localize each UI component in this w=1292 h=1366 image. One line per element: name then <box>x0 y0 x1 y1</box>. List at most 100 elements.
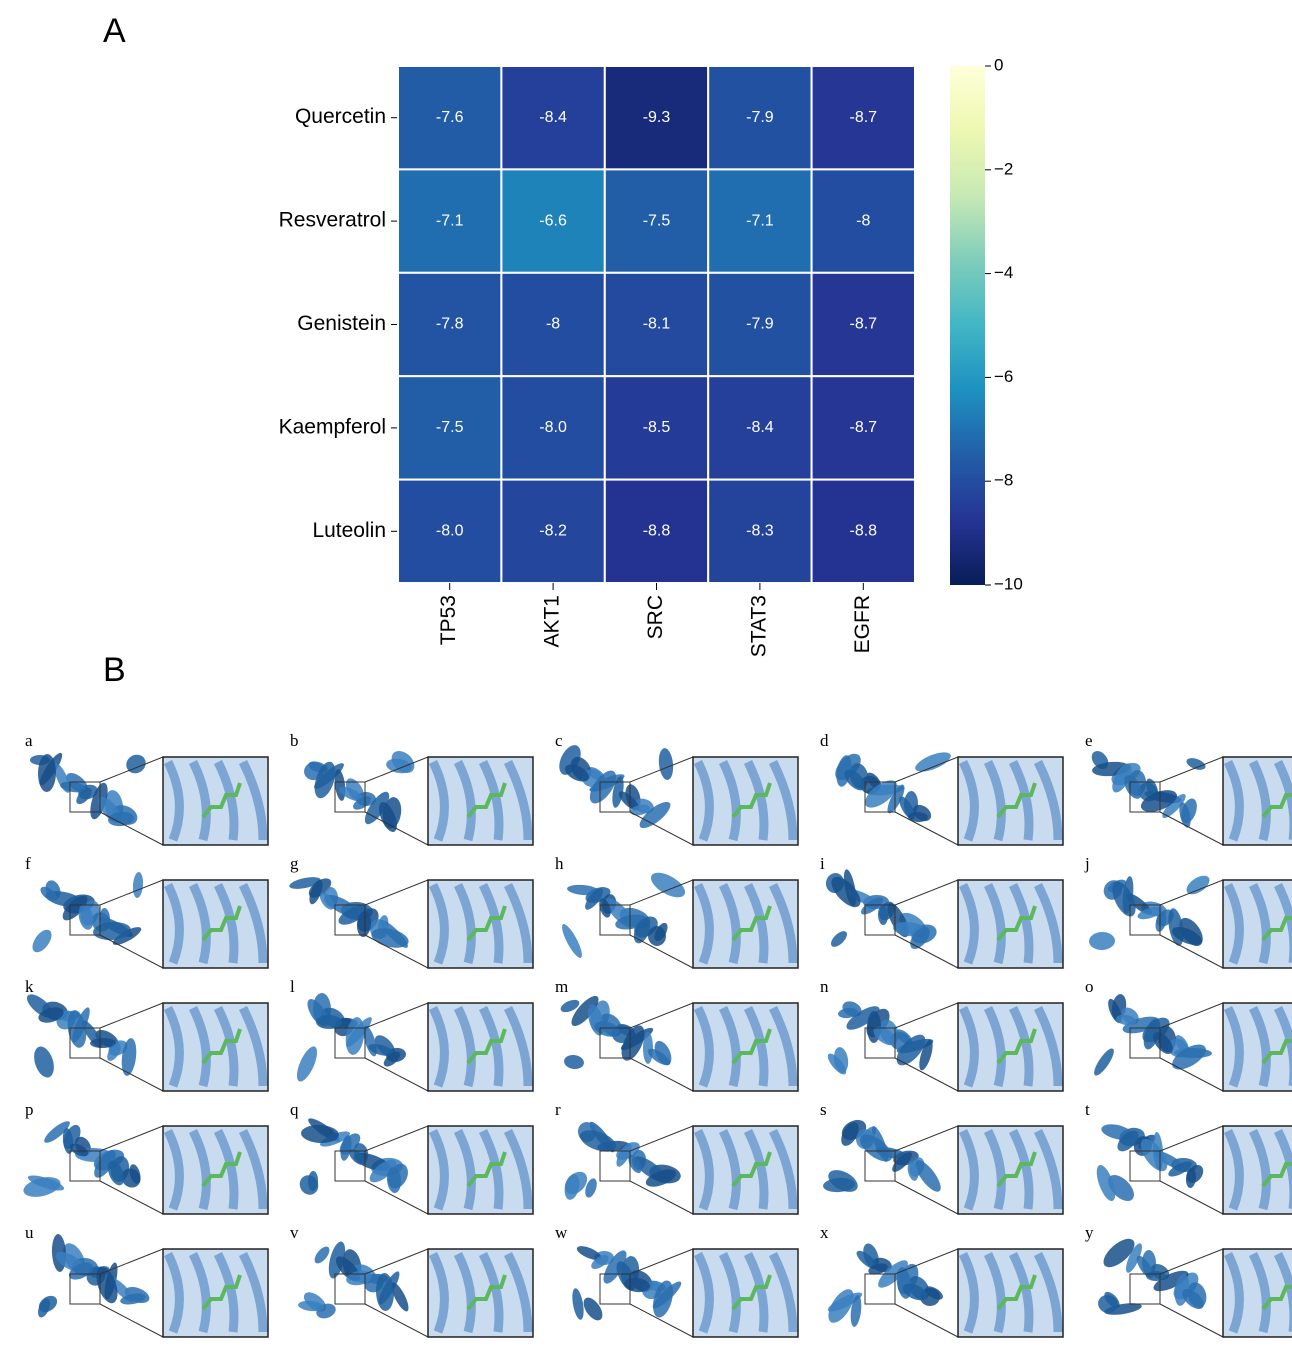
protein-blob <box>312 1244 332 1266</box>
panel-letter: r <box>555 1100 561 1119</box>
column-label: AKT1 <box>541 595 564 648</box>
panel-letter: s <box>820 1100 827 1119</box>
structure <box>293 993 533 1091</box>
zoom-line <box>630 1181 693 1214</box>
column-label: SRC <box>644 595 667 639</box>
structure <box>36 1234 268 1337</box>
column-label: EGFR <box>851 595 874 653</box>
structure <box>1096 1234 1292 1337</box>
protein-blob <box>316 1015 342 1029</box>
zoom-line <box>365 1249 428 1274</box>
protein-blob <box>913 748 953 775</box>
cell-label: -8.7 <box>850 109 878 126</box>
cell-label: -9.3 <box>643 109 671 126</box>
structure <box>831 748 1063 845</box>
cell-label: -8.0 <box>539 419 567 436</box>
cell-label: -8.3 <box>746 523 774 540</box>
colorbar-tick-label: −8 <box>994 471 1013 490</box>
protein-blob <box>30 1044 57 1080</box>
protein-blob <box>643 1032 653 1064</box>
panel-letter: q <box>290 1100 299 1119</box>
cell-label: -8.7 <box>850 316 878 333</box>
zoom-line <box>1160 1003 1223 1028</box>
column-label: STAT3 <box>747 595 770 657</box>
panel-letter: e <box>1085 731 1093 750</box>
protein-blob <box>570 1287 585 1320</box>
cell-label: -8 <box>856 212 870 229</box>
row-label: Resveratrol <box>279 209 386 232</box>
structure <box>1091 993 1292 1091</box>
protein-blob <box>293 1044 321 1084</box>
protein-blob <box>29 926 56 955</box>
structure <box>825 998 1063 1091</box>
panel-letter: o <box>1085 977 1094 996</box>
protein-blob <box>1185 756 1207 772</box>
zoom-line <box>895 1304 958 1337</box>
panel-letter: b <box>290 731 299 750</box>
protein-blob <box>559 922 586 960</box>
panel-letter: x <box>820 1223 829 1242</box>
zoom-line <box>100 1126 163 1151</box>
panel-letter: m <box>555 977 568 996</box>
cell-label: -8.7 <box>850 419 878 436</box>
cell-label: -7.5 <box>643 212 671 229</box>
row-label: Genistein <box>297 312 386 335</box>
structure <box>1093 1122 1292 1214</box>
zoom-line <box>1160 1126 1223 1151</box>
protein-blob <box>296 1172 322 1198</box>
zoom-line <box>100 1304 163 1337</box>
zoom-line <box>895 880 958 905</box>
structure <box>570 1243 798 1337</box>
zoom-line <box>365 1126 428 1151</box>
structure <box>30 750 268 845</box>
panel-letter: i <box>820 854 825 873</box>
structure <box>288 875 533 968</box>
protein-blob <box>580 1294 606 1323</box>
colorbar-tick-label: −2 <box>994 159 1013 178</box>
zoom-line <box>1160 1249 1223 1274</box>
cell-label: -7.9 <box>746 316 774 333</box>
zoom-line <box>100 1003 163 1028</box>
protein-blob <box>647 868 689 903</box>
cell-label: -7.5 <box>436 419 464 436</box>
panel-letter: h <box>555 854 564 873</box>
panel-letter: g <box>290 854 299 873</box>
structure <box>23 990 268 1091</box>
zoom-line <box>630 1249 693 1274</box>
structure <box>21 1118 268 1214</box>
structure <box>1088 748 1292 845</box>
row-label: Kaempferol <box>279 415 386 438</box>
structure <box>824 868 1063 968</box>
cell-label: -8 <box>546 316 560 333</box>
colorbar-tick-label: −10 <box>994 574 1023 593</box>
protein-blob <box>1091 1046 1117 1078</box>
zoom-line <box>365 1058 428 1091</box>
panel-label: A <box>103 12 126 50</box>
panel-letter: w <box>555 1223 568 1242</box>
protein-blob <box>563 1054 585 1071</box>
protein-blob <box>132 872 144 899</box>
zoom-line <box>100 880 163 905</box>
structure <box>296 1115 533 1214</box>
panel-letter: v <box>290 1223 299 1242</box>
structure <box>823 1241 1063 1337</box>
cell-label: -7.1 <box>746 212 774 229</box>
structure <box>559 992 798 1091</box>
protein-blob <box>828 928 849 949</box>
protein-blob <box>657 747 674 780</box>
zoom-line <box>1160 1304 1223 1337</box>
zoom-line <box>630 1003 693 1028</box>
cell-label: -7.9 <box>746 109 774 126</box>
structure <box>560 1119 798 1214</box>
row-label: Luteolin <box>312 519 386 542</box>
colorbar <box>950 66 985 585</box>
panel-label: B <box>103 651 126 689</box>
structure <box>823 1116 1063 1214</box>
cell-label: -8.1 <box>643 316 671 333</box>
cell-label: -8.8 <box>643 523 671 540</box>
cell-label: -7.8 <box>436 316 464 333</box>
panel-letter: t <box>1085 1100 1090 1119</box>
panel-letter: k <box>25 977 34 996</box>
cell-label: -8.5 <box>643 419 671 436</box>
cell-label: -8.4 <box>539 109 567 126</box>
